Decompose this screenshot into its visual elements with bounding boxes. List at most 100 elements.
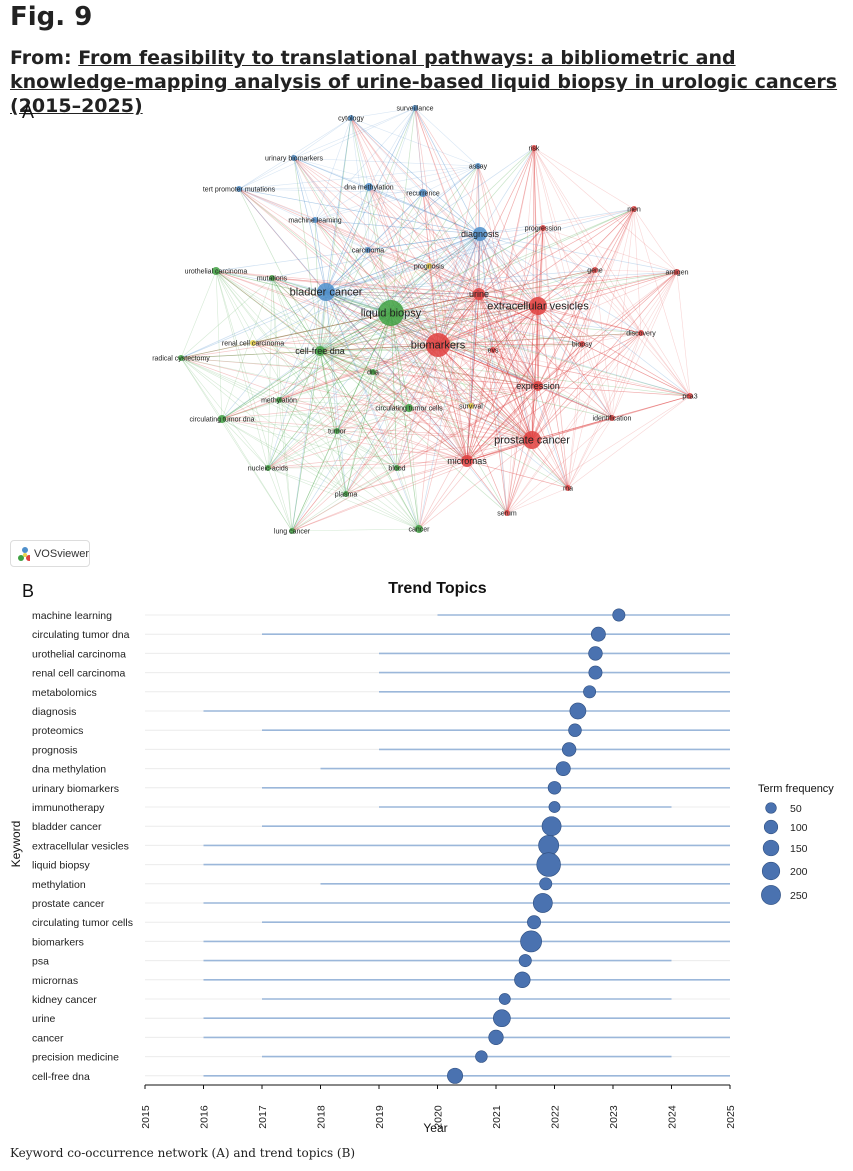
point-renal-cell-carcinoma[interactable] [588, 665, 603, 680]
network-edge [390, 293, 480, 314]
point-kidney-cancer[interactable] [498, 993, 511, 1005]
point-cancer[interactable] [488, 1029, 504, 1046]
network-edge [319, 350, 468, 462]
node-urine[interactable] [473, 288, 485, 300]
point-cell-free-dna[interactable] [447, 1067, 464, 1084]
network-edge [252, 265, 430, 344]
node-mutations[interactable] [269, 275, 275, 281]
node-tumor[interactable] [334, 428, 340, 434]
point-dna-methylation[interactable] [555, 761, 571, 776]
node-label-evs: evs [488, 347, 499, 354]
node-urinary-biomarkers[interactable] [291, 155, 297, 161]
network-edge [180, 270, 217, 359]
network-edge [537, 385, 613, 419]
node-biopsy[interactable] [579, 341, 585, 347]
node-cell-free-dna[interactable] [315, 346, 325, 356]
keyword-network: surveillance cytology urinary biomarkers te… [152, 105, 698, 535]
point-urothelial-carcinoma[interactable] [588, 646, 603, 661]
node-micrornas[interactable] [461, 455, 473, 467]
point-metabolomics[interactable] [583, 685, 597, 699]
network-edge [466, 343, 583, 462]
node-circulating-tumor-cells[interactable] [405, 404, 413, 412]
legend-title: Term frequency [758, 783, 834, 795]
node-machine-learning[interactable] [312, 217, 318, 223]
network-edge [267, 350, 321, 469]
point-prognosis[interactable] [561, 742, 577, 757]
node-serum[interactable] [504, 510, 510, 516]
node-antigen[interactable] [674, 269, 680, 275]
node-survival[interactable] [468, 403, 474, 409]
keyword-label-circulating-tumor-cells: circulating tumor cells [32, 917, 133, 929]
network-edge [470, 293, 480, 407]
point-machine-learning[interactable] [612, 608, 626, 622]
network-edge [478, 271, 678, 295]
node-evs[interactable] [490, 347, 496, 353]
node-blood[interactable] [394, 465, 400, 471]
point-biomarkers[interactable] [520, 930, 542, 953]
node-progression[interactable] [540, 225, 546, 231]
point-psa[interactable] [518, 954, 532, 968]
network-edge [466, 305, 539, 462]
network-edge [325, 291, 338, 432]
node-assay[interactable] [475, 163, 481, 169]
node-biomarkers[interactable] [426, 333, 450, 357]
point-immunotherapy[interactable] [548, 801, 561, 813]
node-carcinoma[interactable] [365, 247, 371, 253]
node-prostate-cancer[interactable] [523, 431, 541, 449]
point-circulating-tumor-cells[interactable] [527, 915, 541, 930]
vosviewer-badge[interactable]: VOSviewer [10, 540, 90, 567]
point-circulating-tumor-dna[interactable] [590, 626, 606, 642]
node-liquid-biopsy[interactable] [378, 300, 404, 326]
node-dna-methylation[interactable] [365, 183, 373, 191]
network-edge [221, 418, 293, 532]
point-urinary-biomarkers[interactable] [547, 781, 562, 795]
point-urine[interactable] [493, 1009, 511, 1028]
network-edge [581, 343, 691, 397]
point-micrornas[interactable] [514, 971, 531, 988]
node-cancer[interactable] [415, 525, 423, 533]
node-methylation[interactable] [276, 397, 282, 403]
vosviewer-logo-icon [18, 546, 30, 561]
node-diagnosis[interactable] [473, 227, 487, 241]
node-renal-cell-carcinoma[interactable] [250, 340, 256, 346]
node-radical-cystectomy[interactable] [178, 355, 184, 361]
node-surveillance[interactable] [412, 105, 418, 111]
point-methylation[interactable] [539, 877, 553, 891]
node-lung-cancer[interactable] [289, 528, 295, 534]
point-liquid-biopsy[interactable] [536, 852, 561, 877]
node-identification[interactable] [609, 415, 615, 421]
network-edge [390, 312, 642, 334]
network-edge [437, 305, 539, 346]
node-expression[interactable] [533, 381, 543, 391]
article-title-link[interactable]: From feasibility to translational pathwa… [10, 47, 838, 117]
network-edge [278, 399, 398, 469]
node-dna[interactable] [370, 369, 376, 375]
node-circulating-tumor-dna[interactable] [218, 415, 226, 423]
point-bladder-cancer[interactable] [541, 816, 562, 837]
node-label-biopsy: biopsy [572, 341, 593, 348]
node-gene[interactable] [592, 267, 598, 273]
network-edge [466, 439, 533, 462]
network-edge [414, 107, 424, 194]
point-proteomics[interactable] [568, 723, 582, 737]
point-diagnosis[interactable] [569, 702, 587, 720]
node-rna[interactable] [565, 485, 571, 491]
node-recurrence[interactable] [419, 189, 427, 197]
node-discovery[interactable] [638, 330, 644, 336]
point-precision-medicine[interactable] [475, 1050, 488, 1063]
node-risk[interactable] [531, 145, 537, 151]
network-edge [238, 188, 392, 314]
node-tert-promoter-mutations[interactable] [236, 186, 242, 192]
node-cytology[interactable] [348, 115, 354, 121]
node-prognosis[interactable] [426, 263, 432, 269]
node-pca3[interactable] [687, 393, 693, 399]
node-plasma[interactable] [343, 491, 349, 497]
network-edge [215, 270, 321, 352]
node-extracellular-vesicles[interactable] [529, 297, 547, 315]
node-nucleic-acids[interactable] [265, 465, 271, 471]
node-label-cytology: cytology [338, 115, 364, 122]
node-urothelial-carcinoma[interactable] [212, 267, 220, 275]
node-men[interactable] [631, 206, 637, 212]
node-bladder-cancer[interactable] [317, 283, 335, 301]
point-prostate-cancer[interactable] [532, 893, 553, 913]
